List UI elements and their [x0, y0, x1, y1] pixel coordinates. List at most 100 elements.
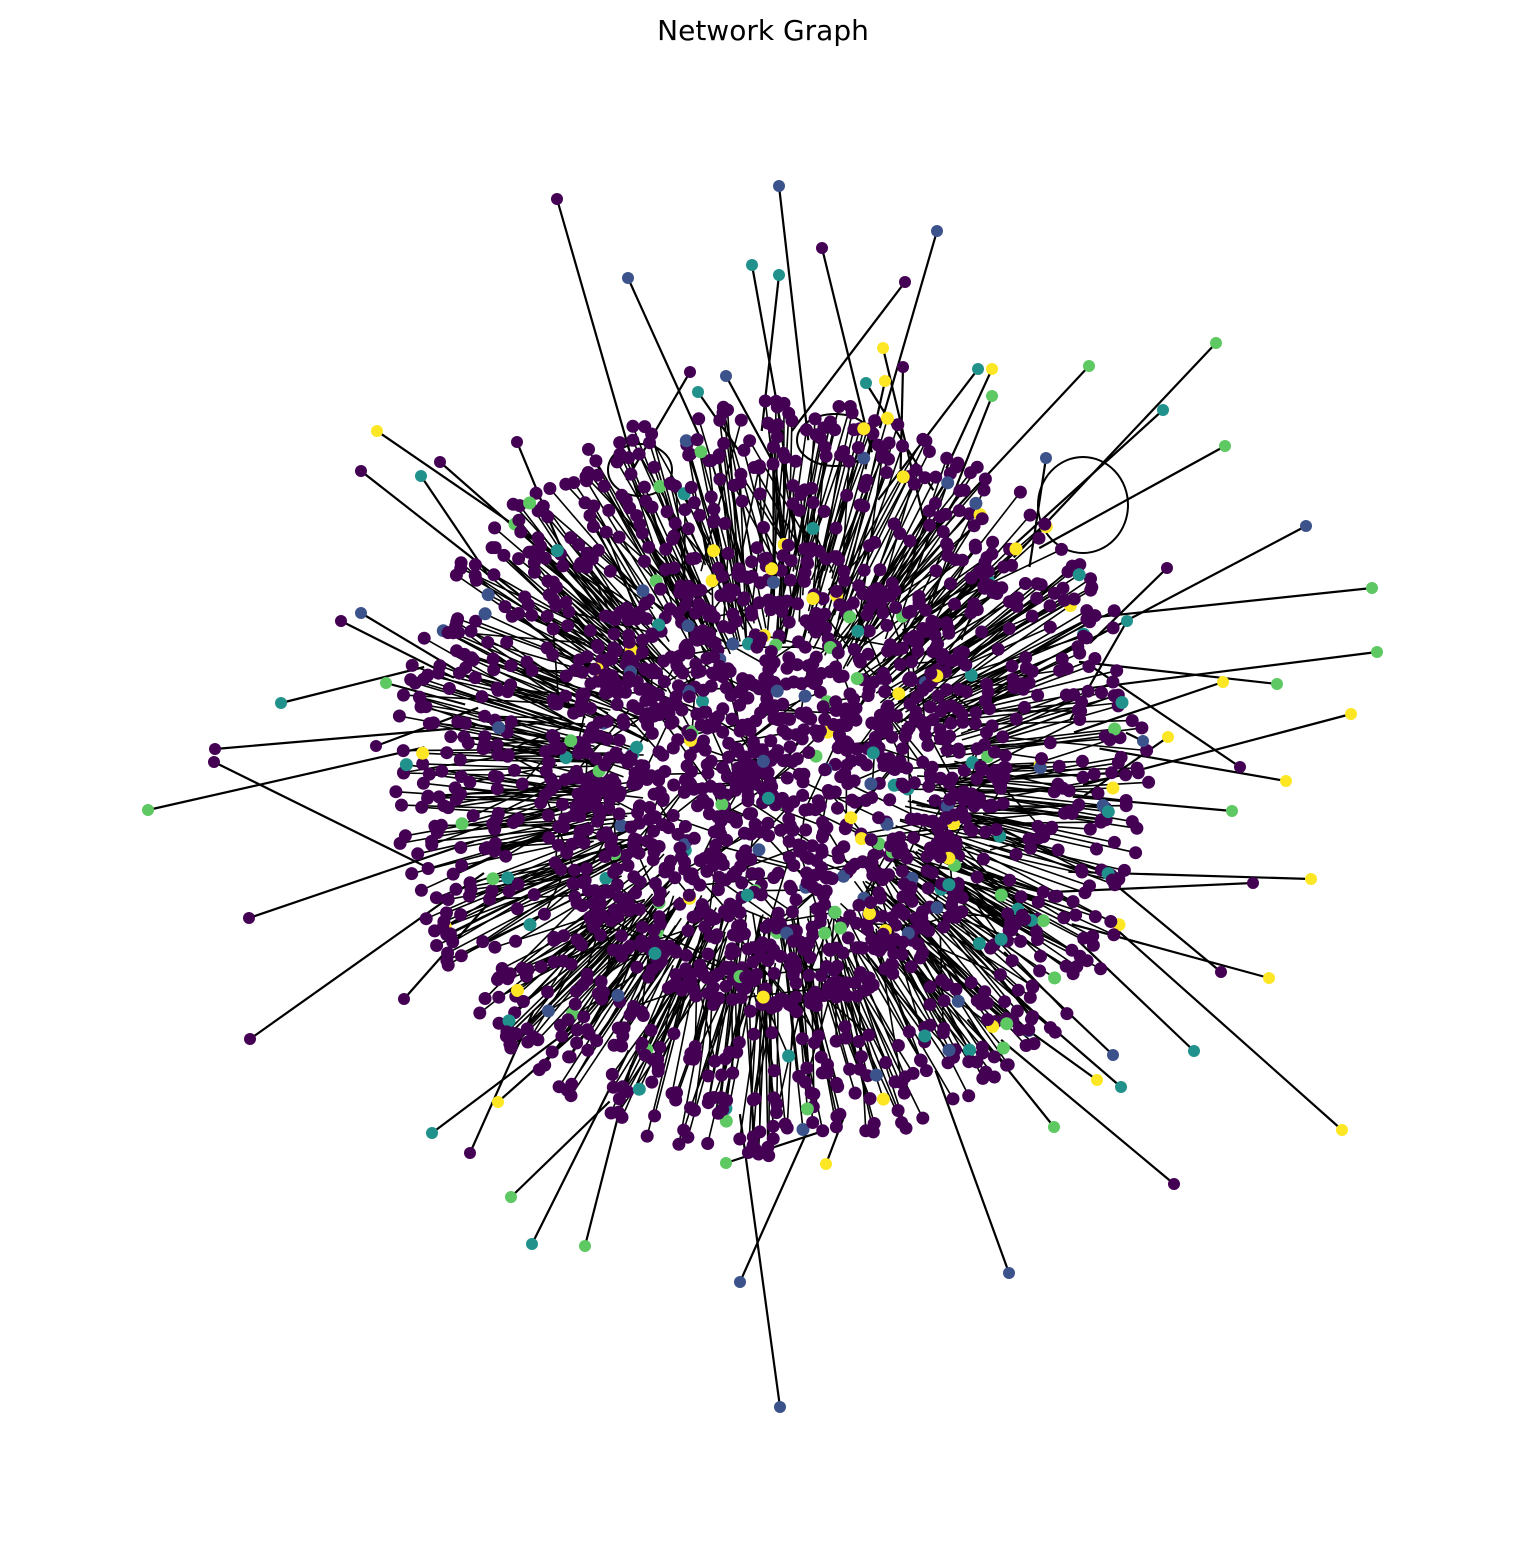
graph-node: [767, 575, 780, 589]
graph-node: [478, 992, 492, 1005]
graph-node: [569, 764, 583, 778]
graph-edge: [738, 1114, 782, 1408]
graph-node: [449, 882, 463, 896]
graph-node: [1083, 360, 1095, 372]
graph-edge: [753, 467, 800, 547]
graph-node: [527, 556, 541, 570]
graph-node: [843, 400, 857, 413]
graph-node: [766, 1119, 780, 1133]
graph-node: [859, 1124, 873, 1138]
graph-node: [1107, 835, 1121, 849]
graph-node: [638, 420, 652, 434]
graph-node: [861, 922, 874, 936]
graph-node: [529, 486, 543, 500]
graph-edge: [877, 368, 979, 501]
graph-node: [871, 438, 885, 452]
graph-node: [789, 454, 803, 468]
graph-node: [668, 516, 682, 530]
graph-node: [883, 793, 897, 807]
graph-node: [741, 783, 754, 796]
graph-node: [1057, 911, 1071, 925]
graph-node: [916, 755, 930, 769]
graph-edge: [934, 1070, 1011, 1274]
graph-node: [538, 551, 552, 565]
graph-edge: [455, 625, 586, 719]
graph-node: [398, 993, 410, 1005]
graph-edge: [422, 752, 623, 764]
graph-node: [422, 717, 436, 731]
graph-node: [1024, 841, 1038, 855]
graph-node: [491, 806, 505, 820]
graph-node: [719, 979, 733, 993]
graph-node: [488, 822, 502, 836]
graph-node: [1219, 440, 1231, 452]
graph-node: [888, 932, 901, 946]
graph-node: [701, 947, 715, 961]
graph-node: [441, 893, 455, 906]
graph-node: [790, 658, 804, 672]
graph-node: [579, 782, 593, 796]
graph-node: [839, 1031, 853, 1045]
graph-node: [928, 496, 942, 510]
graph-node: [734, 859, 748, 873]
graph-node: [678, 784, 692, 798]
graph-node: [774, 823, 788, 837]
graph-node: [622, 652, 636, 666]
graph-node: [1072, 798, 1086, 812]
graph-node: [718, 904, 732, 918]
graph-node: [690, 433, 704, 447]
graph-node: [832, 851, 846, 865]
graph-node: [473, 1006, 487, 1020]
graph-node: [1137, 735, 1149, 747]
graph-node: [882, 436, 896, 450]
graph-node: [683, 748, 697, 762]
graph-node: [1055, 652, 1069, 666]
graph-node: [644, 769, 658, 783]
graph-node: [848, 1086, 862, 1100]
graph-edge: [966, 1018, 1055, 1128]
graph-node: [478, 737, 492, 751]
graph-node: [831, 1080, 845, 1094]
graph-node: [808, 985, 822, 999]
graph-node: [982, 800, 996, 814]
graph-node: [511, 812, 525, 826]
graph-node: [823, 665, 837, 679]
graph-edge: [431, 819, 643, 843]
graph-node: [476, 935, 490, 949]
graph-node: [929, 617, 943, 630]
graph-node: [926, 645, 940, 659]
graph-node: [622, 670, 636, 684]
graph-node: [767, 946, 781, 960]
graph-node: [767, 967, 781, 980]
graph-node: [694, 718, 708, 732]
graph-node: [630, 509, 644, 523]
graph-node: [546, 575, 560, 589]
graph-node: [598, 828, 612, 842]
graph-node: [780, 771, 794, 785]
graph-node: [795, 1032, 809, 1046]
graph-node: [559, 477, 573, 491]
graph-edge: [722, 443, 755, 624]
graph-node: [463, 876, 477, 890]
graph-edge: [1078, 660, 1278, 686]
graph-node: [1073, 713, 1087, 726]
graph-node: [395, 798, 408, 812]
graph-node: [652, 840, 666, 853]
graph-node: [653, 917, 667, 931]
graph-node: [243, 912, 255, 924]
graph-edge: [945, 368, 993, 469]
graph-node: [738, 981, 752, 995]
graph-node: [941, 829, 955, 843]
graph-node: [1067, 592, 1081, 606]
graph-node: [765, 1001, 778, 1015]
graph-node: [721, 547, 735, 560]
graph-node: [978, 555, 992, 569]
graph-node: [840, 758, 854, 772]
graph-node: [1018, 700, 1031, 714]
graph-node: [208, 756, 220, 768]
graph-node: [978, 985, 992, 999]
graph-node: [633, 875, 647, 889]
graph-node: [488, 940, 502, 954]
graph-node: [958, 811, 972, 825]
graph-node: [542, 755, 556, 769]
